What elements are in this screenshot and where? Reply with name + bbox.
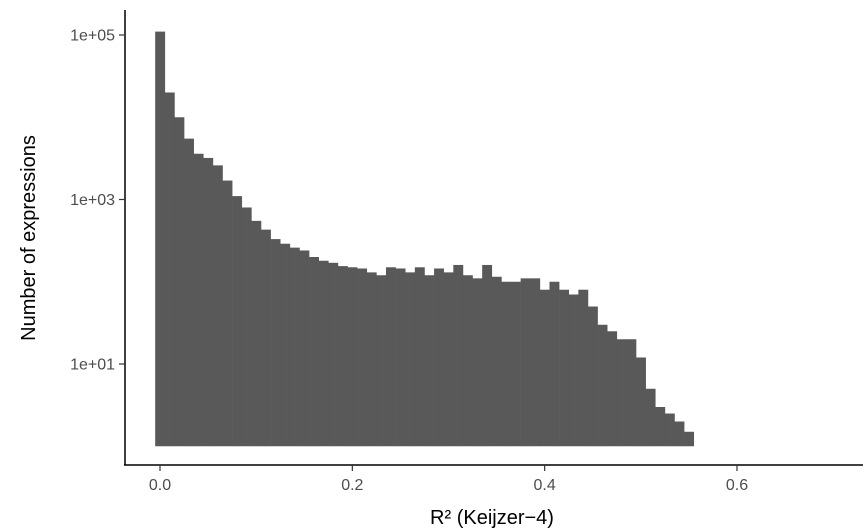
histogram-bar: [280, 243, 291, 447]
histogram-bar: [434, 268, 444, 447]
histogram-bar: [405, 272, 416, 447]
x-axis-title: R² (Keijzer−4): [430, 507, 554, 529]
histogram-bar: [549, 281, 560, 447]
histogram-bar: [164, 92, 175, 447]
x-tick-label: 0.2: [341, 477, 363, 494]
histogram-bar: [328, 262, 339, 447]
histogram-bar: [472, 278, 483, 447]
y-axis-ticks: 1e+01 1e+03 1e+05: [70, 28, 125, 374]
y-tick-label: 1e+03: [70, 192, 115, 209]
x-tick-label: 0.6: [726, 477, 748, 494]
y-tick-label: 1e+05: [70, 28, 115, 45]
histogram-bar: [424, 275, 435, 447]
histogram-bar: [337, 266, 348, 447]
histogram-bar: [414, 267, 425, 447]
histogram-bar: [453, 264, 464, 447]
y-tick-label: 1e+01: [70, 357, 115, 374]
histogram-bar: [318, 260, 329, 447]
histogram-bar: [443, 272, 454, 447]
histogram-bar: [626, 339, 637, 447]
histogram-bar: [347, 267, 358, 447]
histogram-bar: [203, 157, 214, 447]
histogram-bar: [597, 324, 608, 447]
histogram-bar: [309, 256, 319, 447]
histogram-bar: [520, 278, 531, 447]
histogram-bar: [222, 180, 233, 447]
y-axis-title: Number of expressions: [18, 135, 40, 341]
histogram-bar: [655, 407, 666, 447]
histogram-bar: [684, 431, 695, 447]
histogram-bar: [357, 268, 368, 447]
histogram-bar: [511, 281, 521, 447]
histogram-bar: [212, 165, 223, 447]
histogram-bar: [559, 289, 570, 447]
histogram-bar: [251, 220, 262, 447]
x-tick-label: 0.0: [149, 477, 171, 494]
histogram-bar: [270, 239, 281, 447]
histogram-bar: [491, 276, 502, 447]
histogram-bar: [674, 421, 685, 447]
x-tick-label: 0.4: [534, 477, 556, 494]
histogram-bars: [155, 31, 695, 447]
histogram-bar: [578, 289, 589, 447]
histogram-bar: [241, 207, 252, 447]
histogram-bar: [376, 275, 387, 447]
histogram-bar: [155, 31, 166, 447]
histogram-bar: [539, 289, 550, 447]
histogram-bar: [664, 413, 675, 447]
histogram-bar: [482, 264, 493, 447]
histogram-bar: [501, 281, 512, 447]
histogram-bar: [366, 272, 377, 447]
histogram-bar: [568, 294, 579, 447]
histogram-bar: [184, 138, 194, 447]
histogram-bar: [174, 117, 185, 447]
x-axis-ticks: 0.0 0.2 0.4 0.6: [149, 465, 748, 494]
histogram-bar: [636, 357, 646, 447]
histogram-bar: [232, 196, 243, 447]
histogram-bar: [645, 388, 656, 447]
histogram-bar: [260, 229, 271, 447]
histogram-bar: [193, 153, 204, 447]
histogram-bar: [616, 339, 627, 447]
histogram-bar: [385, 267, 396, 447]
histogram-bar: [462, 275, 473, 447]
histogram-bar: [395, 268, 406, 447]
histogram-bar: [607, 331, 618, 447]
histogram-bar: [299, 250, 310, 447]
histogram-bar: [530, 278, 541, 447]
histogram-bar: [289, 247, 300, 447]
histogram-bar: [587, 306, 598, 447]
